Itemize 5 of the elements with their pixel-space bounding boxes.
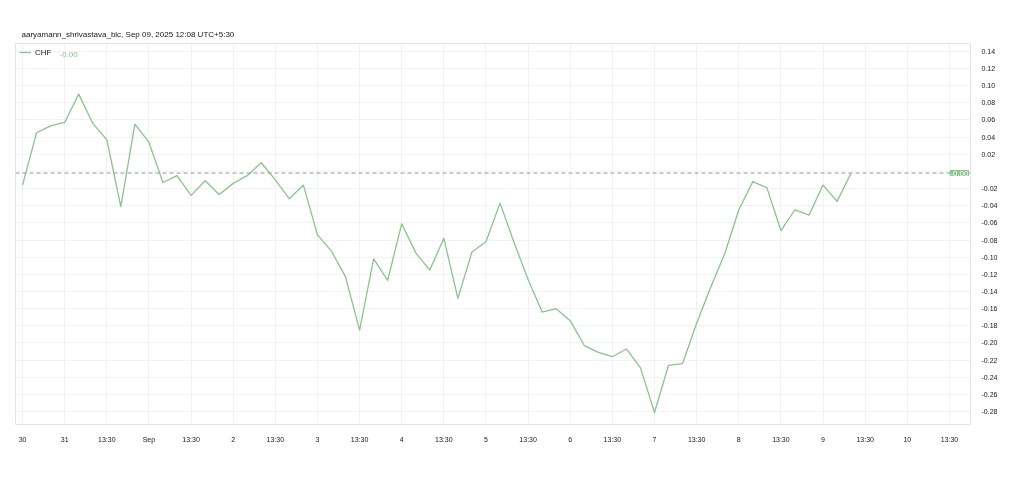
line-series xyxy=(21,93,852,414)
annotation: -0.00 xyxy=(59,50,79,59)
chart-title: aaryamann_shrivastava_blc, Sep 09, 2025 12:08 UTC+5:30 xyxy=(21,29,235,39)
legend-label: CHF xyxy=(35,47,53,57)
ref-line-label: -0.00 xyxy=(950,168,970,178)
